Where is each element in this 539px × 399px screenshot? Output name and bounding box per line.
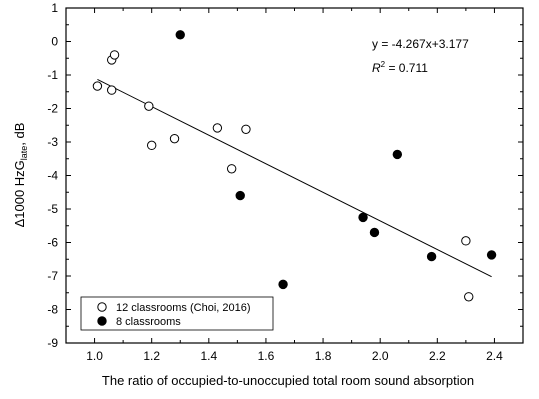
y-tick-label: -2: [47, 102, 58, 116]
x-tick-label: 1.8: [315, 349, 332, 363]
y-tick-label: 0: [51, 35, 58, 49]
legend-series-1-label: 12 classrooms (Choi, 2016): [116, 302, 251, 314]
data-point-12-classrooms: [461, 236, 471, 246]
data-point-12-classrooms: [464, 292, 474, 302]
r-squared-symbol: R: [372, 61, 381, 75]
y-tick-label: -4: [47, 169, 58, 183]
y-axis-title: Δ1000 HzGlate, dB: [12, 123, 29, 228]
r-squared-superscript: 2: [381, 60, 386, 69]
data-point-8-classrooms: [235, 190, 245, 201]
y-axis-title-subscript: late: [19, 146, 29, 161]
x-tick-label: 1.4: [200, 349, 217, 363]
data-point-8-classrooms: [175, 30, 185, 40]
data-point-8-classrooms: [426, 251, 437, 262]
y-tick-label: 1: [51, 1, 58, 15]
data-point-8-classrooms: [486, 250, 497, 260]
data-point-12-classrooms: [144, 101, 154, 111]
y-tick-label: -8: [47, 303, 58, 317]
x-axis-ticks: 1.0 1.2 1.4 1.6 1.8 2.0 2.2 2.4: [65, 8, 503, 363]
legend-box: [80, 296, 274, 331]
y-axis-title-suffix: , dB: [12, 123, 27, 146]
data-point-12-classrooms: [169, 133, 180, 144]
r-squared-value: = 0.711: [385, 61, 428, 75]
r-squared-label: R2 = 0.711: [372, 60, 428, 75]
data-points: [92, 30, 497, 302]
x-tick-label: 2.4: [486, 349, 503, 363]
data-point-12-classrooms: [226, 164, 237, 174]
data-point-12-classrooms: [107, 85, 117, 95]
x-tick-label: 2.2: [429, 349, 446, 363]
y-tick-label: -9: [47, 336, 58, 350]
data-point-12-classrooms: [92, 81, 103, 91]
plot-frame: [65, 7, 524, 344]
y-axis-ticks: 1 0 -1 -2 -3 -4 -5 -6 -7 -8 -9: [47, 1, 523, 350]
x-axis-title: The ratio of occupied-to-unoccupied tota…: [102, 373, 474, 388]
x-tick-label: 1.0: [86, 349, 103, 363]
y-tick-label: -5: [47, 202, 58, 216]
data-point-12-classrooms: [212, 123, 223, 133]
x-tick-label: 1.2: [143, 349, 160, 363]
y-tick-label: -7: [47, 269, 58, 283]
x-tick-label: 2.0: [372, 349, 389, 363]
data-point-8-classrooms: [369, 227, 380, 238]
y-tick-label: -6: [47, 236, 58, 250]
y-tick-label: -1: [47, 68, 58, 82]
data-point-8-classrooms: [278, 279, 288, 290]
legend: 12 classrooms (Choi, 2016) 8 classrooms: [80, 296, 274, 331]
y-axis-title-main: Δ1000 HzG: [12, 160, 27, 227]
data-point-12-classrooms: [109, 50, 120, 60]
regression-equation: y = -4.267x+3.177: [372, 37, 469, 51]
legend-filled-circle-marker: [97, 316, 107, 326]
legend-series-2-label: 8 classrooms: [116, 316, 181, 328]
data-point-8-classrooms: [358, 212, 368, 223]
y-tick-label: -3: [47, 135, 58, 149]
legend-open-circle-marker: [97, 302, 107, 312]
data-point-8-classrooms: [392, 149, 403, 160]
data-point-12-classrooms: [146, 140, 157, 151]
data-point-12-classrooms: [241, 124, 251, 134]
regression-line: [97, 78, 492, 278]
x-tick-label: 1.6: [258, 349, 275, 363]
